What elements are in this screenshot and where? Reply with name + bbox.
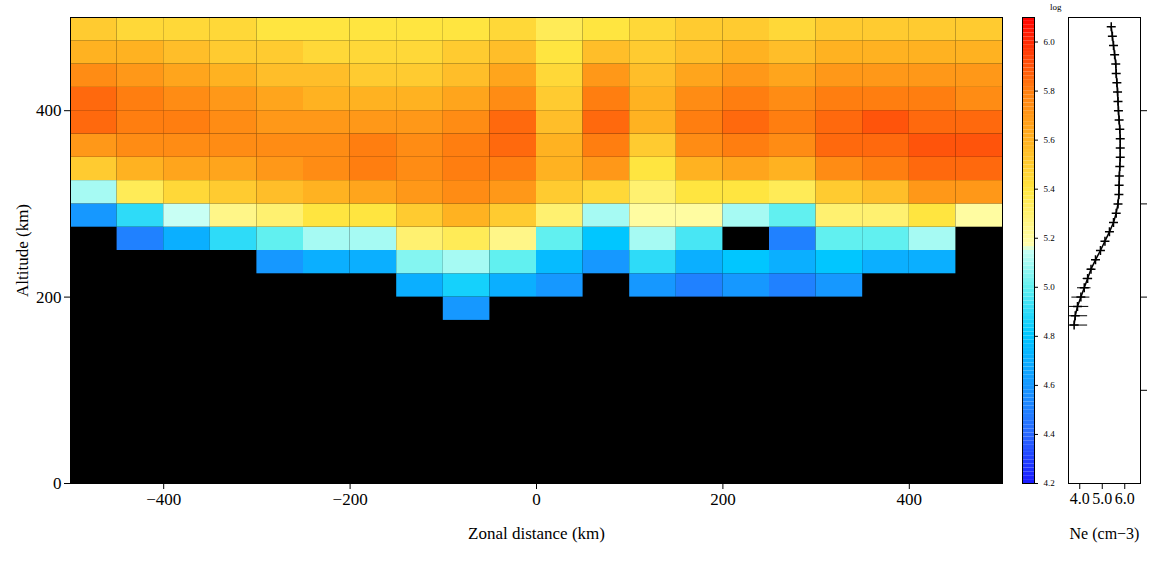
svg-text:5.0: 5.0 <box>1092 490 1112 507</box>
svg-text:Altitude (km): Altitude (km) <box>13 204 32 297</box>
svg-text:4.2: 4.2 <box>1044 478 1055 488</box>
svg-text:5.2: 5.2 <box>1044 233 1055 243</box>
svg-text:6.0: 6.0 <box>1044 37 1056 47</box>
svg-text:4.0: 4.0 <box>1070 490 1090 507</box>
svg-text:0: 0 <box>53 474 62 493</box>
svg-text:Zonal distance (km): Zonal distance (km) <box>468 524 605 543</box>
svg-text:−400: −400 <box>146 490 181 509</box>
svg-text:6.0: 6.0 <box>1115 490 1135 507</box>
svg-text:−200: −200 <box>333 490 368 509</box>
svg-text:4.6: 4.6 <box>1044 380 1056 390</box>
svg-text:5.0: 5.0 <box>1044 282 1056 292</box>
svg-text:5.8: 5.8 <box>1044 86 1056 96</box>
svg-text:400: 400 <box>897 490 923 509</box>
svg-text:200: 200 <box>36 288 62 307</box>
svg-text:4.4: 4.4 <box>1044 429 1056 439</box>
svg-text:400: 400 <box>36 101 62 120</box>
svg-text:0: 0 <box>532 490 541 509</box>
svg-text:5.6: 5.6 <box>1044 135 1056 145</box>
svg-text:200: 200 <box>710 490 736 509</box>
svg-text:log: log <box>1050 2 1062 12</box>
svg-text:4.8: 4.8 <box>1044 331 1056 341</box>
svg-text:Ne (cm−3): Ne (cm−3) <box>1070 525 1140 543</box>
svg-text:5.4: 5.4 <box>1044 184 1056 194</box>
